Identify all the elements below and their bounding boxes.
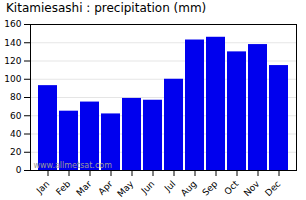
html-text:Kitamiesashi : precipitation (: Kitamiesashi : precipitation (mm) xyxy=(6,1,207,15)
svg-text:120: 120 xyxy=(4,56,21,66)
svg-text:Sep: Sep xyxy=(200,179,219,198)
svg-text:40: 40 xyxy=(10,129,22,139)
svg-text:Mar: Mar xyxy=(74,178,93,197)
svg-text:Aug: Aug xyxy=(179,179,199,199)
svg-text:Jul: Jul xyxy=(162,179,177,194)
svg-text:20: 20 xyxy=(10,147,22,157)
svg-text:140: 140 xyxy=(4,38,21,48)
svg-text:Oct: Oct xyxy=(222,178,240,196)
svg-text:Jan: Jan xyxy=(34,179,52,197)
svg-text:May: May xyxy=(115,178,136,199)
svg-text:0: 0 xyxy=(16,165,22,175)
svg-text:100: 100 xyxy=(4,74,21,84)
svg-text:Dec: Dec xyxy=(263,179,282,198)
svg-text:Jun: Jun xyxy=(139,179,157,197)
svg-text:Apr: Apr xyxy=(96,179,114,197)
svg-text:60: 60 xyxy=(10,111,22,121)
svg-text:160: 160 xyxy=(4,19,21,29)
svg-text:Feb: Feb xyxy=(54,179,73,198)
svg-text:80: 80 xyxy=(10,92,22,102)
svg-text:Nov: Nov xyxy=(242,178,262,198)
svg-text:www.allmetsat.com: www.allmetsat.com xyxy=(34,161,113,170)
